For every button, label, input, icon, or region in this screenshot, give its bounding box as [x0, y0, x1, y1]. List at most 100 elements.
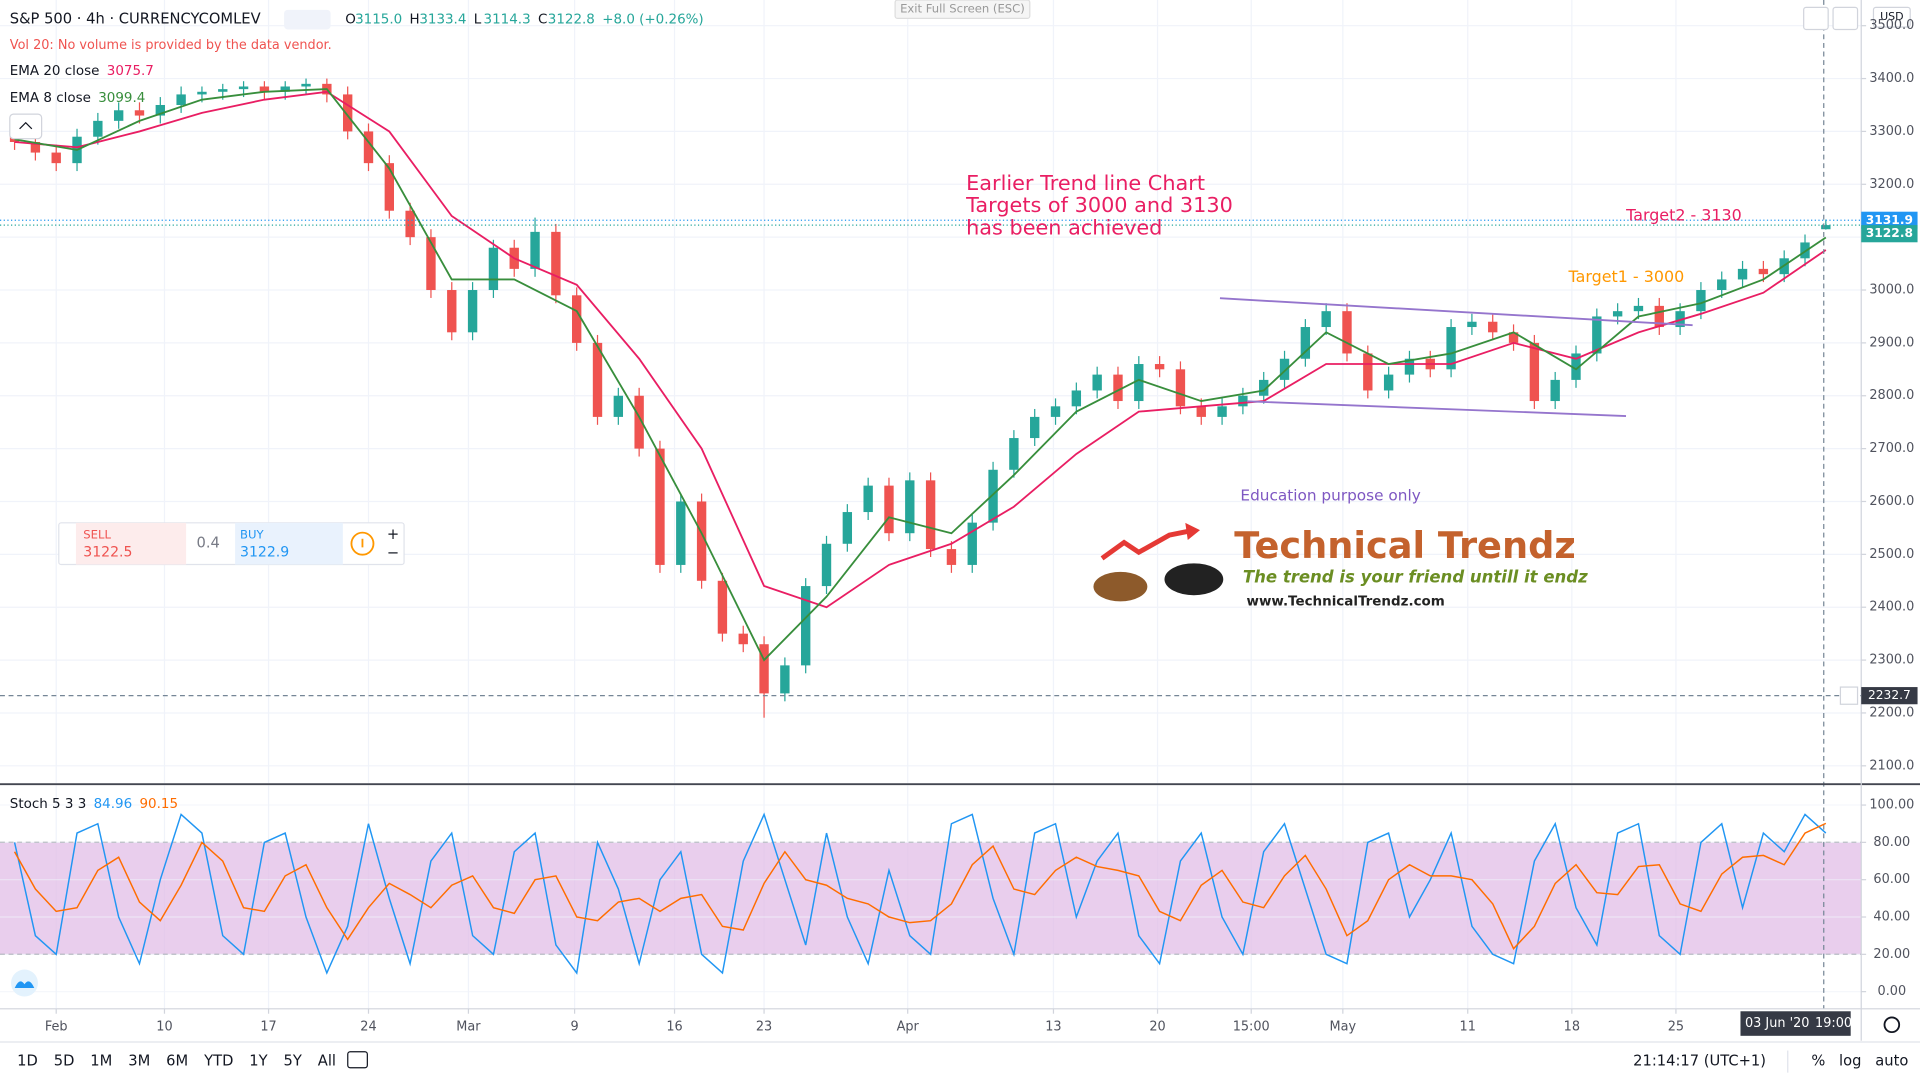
collapse-icon [19, 121, 33, 130]
x-tick-label: Feb [45, 1020, 68, 1035]
x-tick-label: 15:00 [1233, 1020, 1270, 1035]
log-toggle[interactable]: log [1839, 1053, 1861, 1070]
logo: Technical Trendz The trend is your frien… [1093, 522, 1588, 609]
candle-body [280, 86, 290, 92]
ohlc-value: 3122.8 [548, 12, 595, 28]
stoch-value: 90.15 [139, 796, 178, 812]
settings-button[interactable] [1883, 1016, 1901, 1034]
qty-minus[interactable]: − [387, 544, 399, 561]
range-button[interactable]: 1D [17, 1053, 38, 1070]
x-tick-label: 13 [1045, 1020, 1061, 1035]
candle-body [1404, 358, 1415, 375]
sell-button[interactable] [75, 522, 187, 565]
candle-body [1175, 369, 1186, 407]
candle-body [884, 485, 894, 534]
x-tick-label: 16 [666, 1020, 682, 1035]
y-tick-label: 3500.0 [1869, 18, 1914, 33]
candle-body [592, 342, 603, 417]
price-tag-label: 3122.8 [1866, 226, 1913, 240]
logo-badge[interactable] [11, 969, 38, 997]
candle-body [530, 231, 540, 269]
candle-body [259, 86, 270, 92]
candle-body [1113, 374, 1123, 402]
candle-body [1321, 311, 1331, 328]
candle-body [134, 110, 145, 116]
candle-body [1071, 390, 1082, 407]
candle-body [238, 86, 249, 90]
crosshair-x-tag [1740, 1011, 1851, 1036]
change: +8.0 (+0.26%) [602, 12, 703, 28]
crosshair-time: 19:00 [1815, 1016, 1852, 1031]
x-tick-label: 24 [360, 1020, 376, 1035]
range-button[interactable]: All [318, 1053, 336, 1070]
candle-body [1030, 416, 1040, 439]
candle-body [1259, 379, 1269, 396]
candle-body [1529, 342, 1540, 402]
y-tick-label: 80.00 [1873, 835, 1910, 850]
trade-widget: SELL 3122.5 0.4 BUY 3122.9 + − [58, 522, 405, 566]
candle-body [1696, 290, 1706, 312]
legend-value: 3075.7 [107, 63, 154, 79]
candle-body [946, 549, 957, 565]
y-tick-label: 2600.0 [1869, 494, 1914, 509]
candle-body [717, 580, 728, 634]
logo-bull [1164, 563, 1224, 596]
candle-body [51, 152, 61, 164]
ohlc-key: H [410, 12, 420, 28]
range-button[interactable]: YTD [203, 1053, 233, 1070]
range-button[interactable]: 1M [90, 1053, 112, 1070]
date-range-button[interactable] [347, 1051, 368, 1069]
crosshair-plus[interactable] [1839, 686, 1859, 705]
target2-note: Target2 - 3130 [1625, 205, 1742, 224]
y-tick-label: 2200.0 [1869, 705, 1914, 720]
candle-body [613, 395, 624, 417]
candle-body [1009, 438, 1019, 470]
candle-body [384, 163, 395, 211]
price-tag [1861, 211, 1918, 229]
scroll-button[interactable] [1803, 6, 1829, 31]
buy-label: BUY [240, 528, 264, 542]
legend-name: EMA 20 close [10, 63, 100, 79]
percent-toggle[interactable]: % [1811, 1053, 1825, 1070]
candle-body [655, 448, 665, 565]
candle-body [780, 665, 790, 694]
symbol-menu[interactable] [284, 9, 331, 30]
x-tick-label: 9 [571, 1020, 579, 1035]
y-tick-label: 2800.0 [1869, 388, 1914, 403]
ohlc-value: 3115.0 [355, 12, 402, 28]
candle-body [488, 247, 499, 291]
reset-button[interactable] [1832, 6, 1859, 31]
clock: 21:14:17 (UTC+1) [1633, 1053, 1766, 1070]
collapse-button[interactable] [9, 113, 43, 140]
symbol[interactable]: S&P 500 · 4h · CURRENCYCOMLEV [10, 11, 261, 28]
info-button[interactable] [350, 531, 375, 556]
currency-box[interactable] [1872, 6, 1911, 28]
note-line: has been achieved [966, 215, 1162, 239]
price-tag [1861, 225, 1918, 243]
y-tick-label: 3000.0 [1869, 283, 1914, 298]
buy-button[interactable] [235, 522, 343, 565]
auto-toggle[interactable]: auto [1875, 1053, 1908, 1070]
x-tick-label: 18 [1564, 1020, 1580, 1035]
logo-arrow [1100, 527, 1195, 561]
candle-body [759, 644, 769, 694]
qty-plus[interactable]: + [387, 526, 399, 543]
range-button[interactable]: 1Y [249, 1053, 268, 1070]
y-tick-label: 20.00 [1873, 947, 1910, 962]
logo-url: www.TechnicalTrendz.com [1247, 593, 1445, 609]
candle-body [738, 633, 748, 645]
candle-body [1238, 395, 1248, 407]
range-button[interactable]: 5D [54, 1053, 75, 1070]
x-tick-label: 20 [1149, 1020, 1165, 1035]
candle-body [1550, 379, 1560, 402]
range-button[interactable]: 5Y [284, 1053, 303, 1070]
range-button[interactable]: 3M [128, 1053, 150, 1070]
exit-fullscreen[interactable] [894, 0, 1031, 20]
candle-body [1821, 225, 1831, 230]
candle-body [155, 104, 165, 116]
candle-body [1654, 305, 1664, 328]
sell-label: SELL [83, 528, 111, 542]
stoch-value: 84.96 [94, 796, 133, 812]
range-button[interactable]: 6M [166, 1053, 188, 1070]
candle-body [905, 480, 915, 534]
